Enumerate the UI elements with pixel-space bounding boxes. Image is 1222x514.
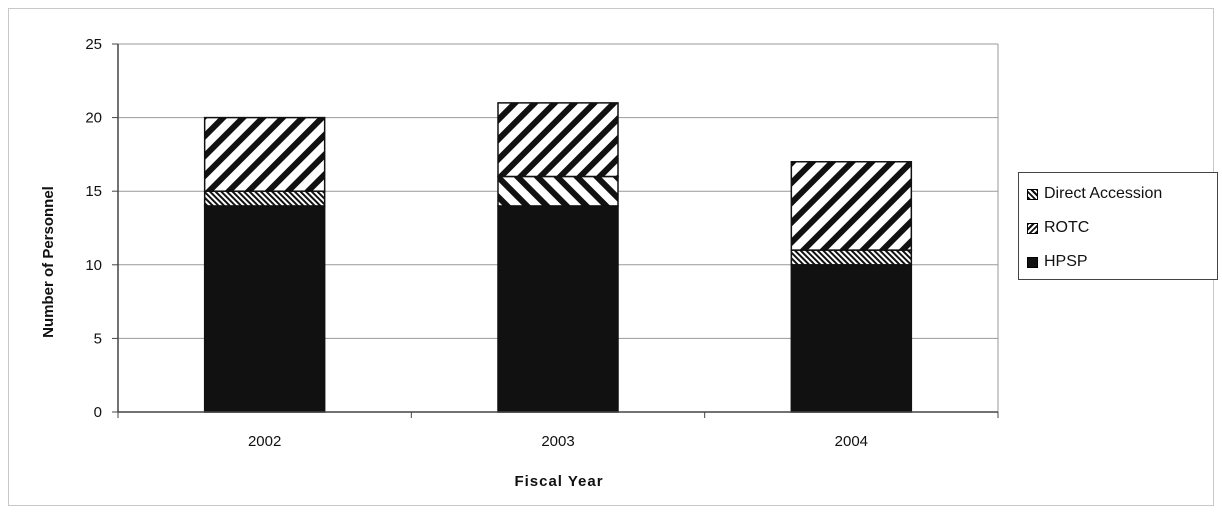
- legend-item-direct-accession: Direct Accession: [1027, 177, 1217, 211]
- bar-rotc-2003: [497, 175, 619, 207]
- bar-hpsp-2002: [203, 205, 326, 413]
- legend: Direct Accession ROTC HPSP: [1018, 172, 1218, 280]
- x-tick-label: 2002: [248, 433, 281, 450]
- y-tick-label: 25: [85, 36, 102, 53]
- legend-swatch-rotc: [1027, 222, 1038, 234]
- x-tick-label: 2004: [835, 433, 868, 450]
- y-tick-label: 0: [94, 404, 102, 421]
- x-axis-title: Fiscal Year: [514, 473, 603, 490]
- y-tick-label: 5: [94, 330, 102, 347]
- legend-item-rotc: ROTC: [1027, 211, 1217, 245]
- bars: [203, 102, 913, 413]
- legend-label: Direct Accession: [1044, 185, 1163, 202]
- bar-direct-accession-2003: [497, 102, 619, 178]
- legend-swatch-hpsp: [1027, 256, 1038, 268]
- x-tick-label: 2003: [541, 433, 574, 450]
- y-tick-label: 20: [85, 110, 102, 127]
- y-tick-label: 10: [85, 257, 102, 274]
- y-axis-title: Number of Personnel: [40, 186, 57, 338]
- y-tick-label: 15: [85, 183, 102, 200]
- bar-rotc-2002: [203, 190, 326, 207]
- legend-swatch-direct-accession: [1027, 188, 1038, 200]
- bar-hpsp-2004: [790, 264, 913, 413]
- bar-hpsp-2003: [497, 205, 619, 413]
- axes: 0 5 10 15 20 25 2002 2003 2004: [85, 36, 999, 450]
- legend-label: ROTC: [1044, 219, 1090, 236]
- legend-item-hpsp: HPSP: [1027, 245, 1217, 279]
- bar-direct-accession-2004: [790, 161, 913, 251]
- bar-rotc-2004: [790, 249, 913, 266]
- bar-direct-accession-2002: [203, 116, 326, 192]
- legend-label: HPSP: [1044, 253, 1088, 270]
